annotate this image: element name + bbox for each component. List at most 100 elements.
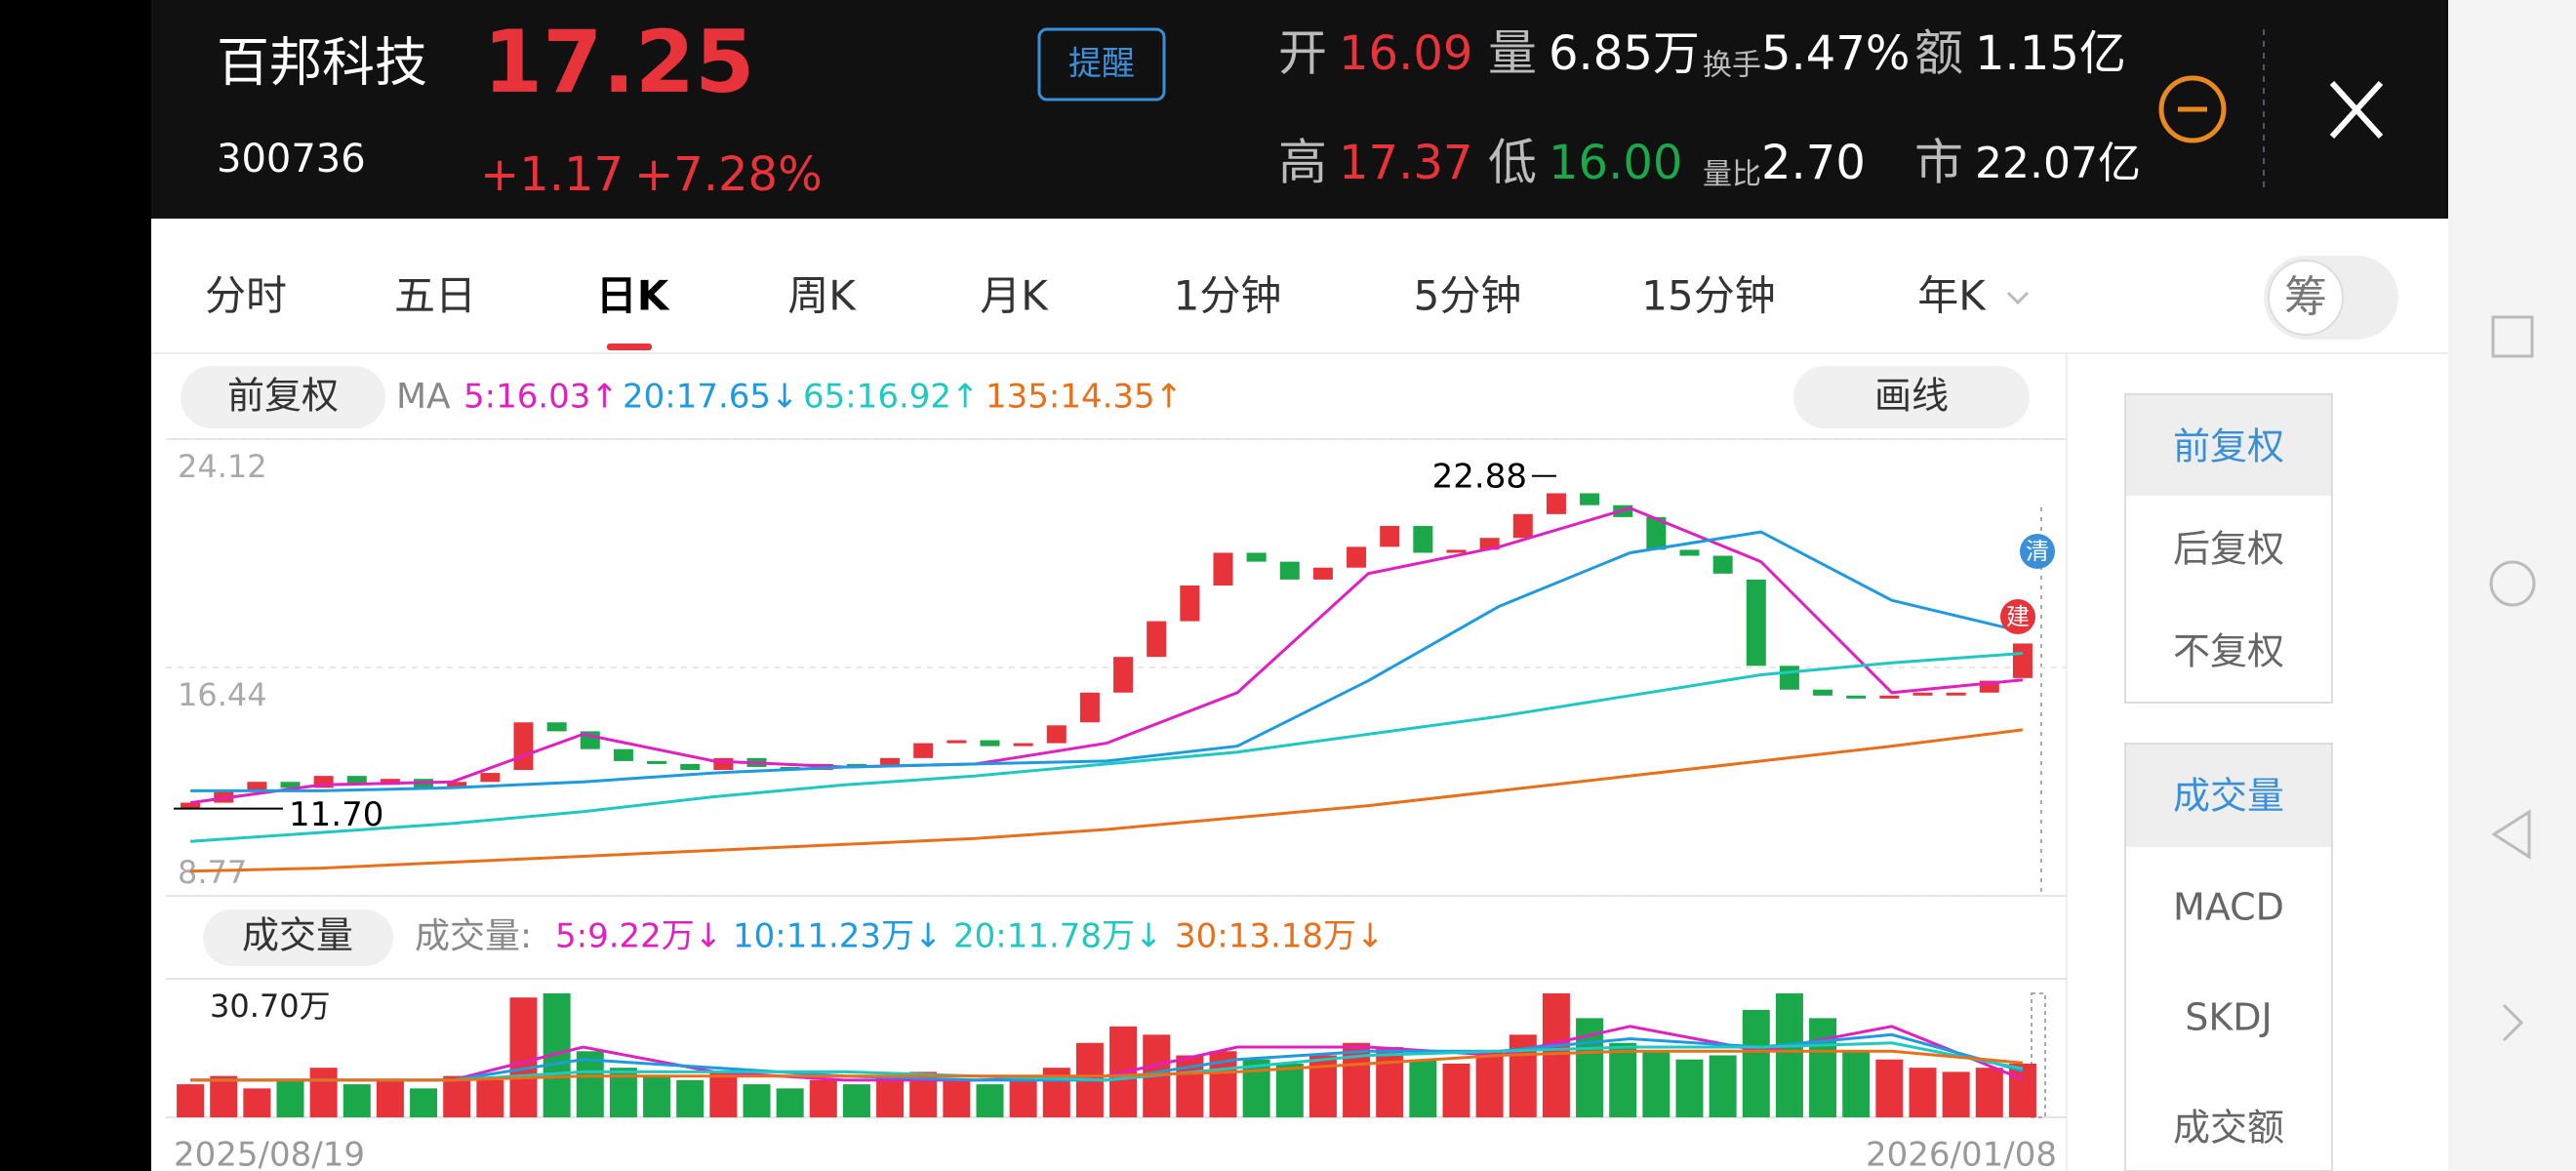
tab[interactable]: 日K [596, 272, 670, 320]
adjust-label[interactable]: 前复权 [227, 375, 339, 418]
close-icon[interactable] [2329, 80, 2384, 140]
candle [1912, 692, 1933, 696]
candle [1347, 546, 1367, 568]
volume-bar [776, 1088, 804, 1117]
volume-bar [1909, 1068, 1937, 1117]
ma-legend: 135:14.35↑ [986, 378, 1183, 417]
nav-circle[interactable] [2489, 560, 2536, 607]
ma-line [190, 728, 2024, 873]
volume-bar [1475, 1051, 1504, 1117]
volume-bar [1742, 1009, 1770, 1117]
candle [1446, 549, 1467, 553]
indicator-selected [2126, 745, 2331, 847]
volume-title[interactable]: 成交量 [242, 914, 353, 957]
volume-bar [410, 1088, 438, 1117]
candle [1779, 666, 1799, 690]
volume-bar [1609, 1042, 1637, 1117]
alert-label[interactable]: 提醒 [1068, 45, 1135, 84]
chevron [2006, 291, 2030, 305]
minus-icon[interactable] [2158, 75, 2227, 143]
volume-bar [1775, 992, 1803, 1117]
stat-label: 市 [1914, 135, 1963, 191]
candle [1546, 493, 1566, 514]
adjust-option[interactable]: 后复权 [2173, 528, 2284, 571]
ma-line [189, 506, 2024, 805]
adjust-selected [2126, 395, 2331, 496]
price: 17.25 [483, 12, 754, 112]
nav-more[interactable] [2502, 1003, 2524, 1042]
candle [1046, 725, 1067, 744]
change-pct: +7.28% [634, 147, 823, 202]
tab[interactable]: 5分钟 [1414, 272, 1522, 320]
stat-value: 1.15亿 [1975, 26, 2126, 81]
volume-bar [443, 1075, 471, 1117]
candle [546, 722, 567, 732]
volume-bar [476, 1079, 504, 1117]
volume-bar [1409, 1059, 1437, 1117]
stat-label: 量 [1488, 25, 1537, 82]
volume-pill[interactable] [203, 909, 393, 966]
header-bg [151, 0, 2448, 219]
candle [1846, 695, 1867, 699]
volume-ma-legend: 10:11.23万↓ [733, 917, 943, 956]
tab[interactable]: 年K [1917, 272, 1987, 320]
badge-label: 清 [2026, 538, 2049, 565]
indicator-option[interactable]: 成交量 [2173, 775, 2284, 818]
indicator-option[interactable]: MACD [2173, 886, 2284, 929]
volume-bar [342, 1084, 371, 1117]
stat-label: 量比 [1703, 158, 1761, 192]
candle [2012, 643, 2033, 678]
adjust-pill[interactable] [181, 366, 385, 428]
candle [513, 722, 534, 771]
volume-bar [276, 1079, 304, 1117]
tab[interactable]: 15分钟 [1641, 272, 1775, 320]
candle [946, 740, 967, 744]
candle [1646, 516, 1667, 550]
stat-value: 22.07亿 [1975, 139, 2141, 188]
volume-bar [1942, 1071, 1970, 1117]
candle [480, 773, 501, 783]
volume-bar [876, 1075, 905, 1117]
nav-back[interactable] [2491, 809, 2531, 860]
ma-legend: 65:16.92↑ [803, 378, 980, 417]
candle [880, 757, 901, 767]
candle [1712, 555, 1733, 574]
candle [1079, 692, 1100, 723]
indicator-option[interactable]: SKDJ [2185, 996, 2273, 1039]
volume-ma-legend: 5:9.22万↓ [555, 917, 722, 956]
candle [1279, 561, 1300, 580]
volume-bar [1975, 1068, 2003, 1117]
tab[interactable]: 周K [787, 272, 857, 320]
volume-bar [842, 1084, 870, 1117]
candle [181, 802, 201, 809]
candle [1213, 552, 1233, 586]
ma-legend: 5:16.03↑ [463, 378, 619, 417]
candle [647, 760, 667, 764]
ma-legend: 20:17.65↓ [623, 378, 799, 417]
tab[interactable]: 月K [980, 272, 1049, 320]
draw-pill[interactable] [1793, 366, 2030, 428]
tab[interactable]: 分时 [205, 272, 287, 320]
alert-button[interactable] [1037, 27, 1166, 101]
indicator-option[interactable]: 成交额 [2173, 1107, 2284, 1150]
tab[interactable]: 五日 [394, 272, 476, 320]
adjust-option[interactable]: 前复权 [2173, 425, 2284, 468]
change: +1.17 [480, 147, 624, 202]
volume-bar [1542, 992, 1570, 1117]
stat-label: 换手 [1703, 49, 1761, 83]
candle [1746, 579, 1766, 666]
adjust-option[interactable]: 不复权 [2173, 630, 2284, 673]
nav-square[interactable] [2491, 315, 2534, 358]
volume-bar [1009, 1075, 1037, 1117]
volume-bar [210, 1075, 238, 1117]
volume-bar [1709, 1055, 1737, 1117]
candle [680, 763, 701, 771]
toggle-knob[interactable] [2268, 260, 2344, 336]
stat-label: 低 [1488, 135, 1537, 191]
volume-bar [309, 1068, 338, 1117]
nav-bar [2448, 0, 2576, 1171]
tab-underline [607, 343, 652, 350]
candle [913, 743, 934, 758]
draw-label[interactable]: 画线 [1874, 375, 1949, 418]
tab[interactable]: 1分钟 [1174, 272, 1282, 320]
